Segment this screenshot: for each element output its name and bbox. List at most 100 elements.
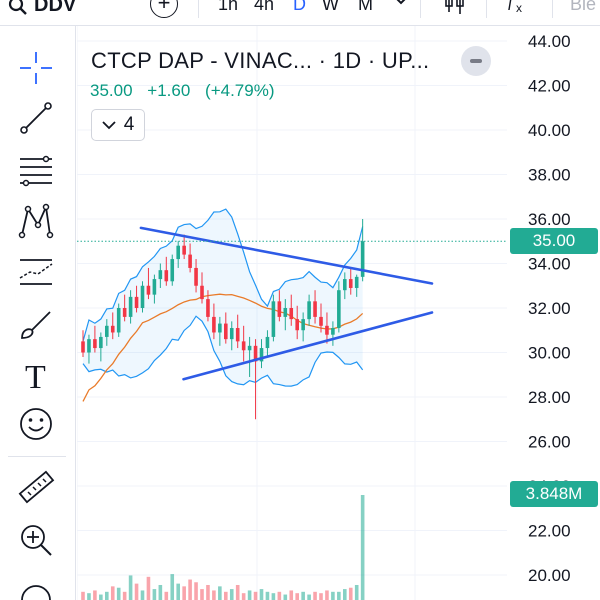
volume-bar (218, 586, 222, 600)
volume-bar (253, 591, 258, 600)
volume-bar (81, 591, 85, 600)
candle-body (224, 323, 228, 340)
last-price: 35.00 (90, 81, 133, 100)
volume-bar (116, 587, 121, 600)
candle-body (170, 259, 175, 282)
candle-body (301, 319, 305, 331)
volume-bar (331, 591, 335, 600)
interval-1h[interactable]: 1h (218, 0, 239, 14)
indicators-toggle[interactable]: 4 (91, 109, 145, 141)
candle-body (283, 308, 288, 317)
text-icon[interactable]: T (16, 354, 56, 394)
drawing-toolbar: T (0, 26, 76, 600)
price-change: 35.00 +1.60 (+4.79%) (90, 81, 284, 101)
volume-bar (87, 593, 91, 600)
interval-4h[interactable]: 4h (254, 0, 275, 14)
volume-bar (283, 594, 288, 600)
candle-body (134, 296, 139, 308)
bollinger-fill (83, 209, 363, 387)
interval-w[interactable]: W (322, 0, 339, 14)
volume-bar (241, 593, 246, 600)
volume-bar (354, 584, 359, 600)
candle-body (152, 279, 157, 295)
volume-bar (158, 584, 163, 600)
zoom-in-icon[interactable] (16, 520, 56, 560)
chart-pane[interactable]: 44.00 42.00 40.00 38.00 36.00 34.00 32.00 30.00… (77, 26, 600, 600)
indicators-count: 4 (123, 114, 135, 135)
candle-body (87, 339, 91, 353)
candle-body (105, 325, 109, 337)
collapse-legend-button[interactable] (461, 46, 491, 76)
crosshair-icon[interactable] (16, 48, 56, 88)
volume-bar (105, 591, 109, 600)
candle-body (206, 299, 210, 317)
add-symbol-button[interactable]: + (150, 0, 178, 18)
divider (420, 0, 421, 18)
price-tick-label: 26.00 (528, 433, 571, 452)
volume-bar (295, 593, 299, 600)
interval-m[interactable]: M (358, 0, 373, 14)
volume-bar (134, 583, 139, 600)
volume-bars (81, 495, 365, 600)
volume-bar (170, 574, 175, 600)
divider (552, 0, 553, 18)
candle-body (116, 308, 121, 333)
emoji-icon[interactable] (16, 404, 56, 444)
volume-bar (319, 593, 323, 600)
volume-bar (200, 589, 204, 600)
volume-bar (348, 587, 353, 600)
volume-bar (164, 591, 169, 600)
symbol-search[interactable]: DDV (8, 0, 76, 17)
candle-body (158, 270, 163, 280)
volume-bar (212, 590, 216, 600)
brush-icon[interactable] (16, 304, 56, 344)
candle-body (277, 301, 282, 317)
candle-body (110, 325, 115, 333)
moving-average (82, 293, 364, 402)
ruler-icon[interactable] (16, 468, 56, 508)
prediction-icon[interactable] (16, 252, 56, 292)
candle-body (271, 301, 276, 337)
price-tick-label: 32.00 (528, 299, 571, 318)
magnet-icon[interactable] (16, 574, 56, 600)
volume-bar (343, 589, 347, 600)
last-price-tag: 35.00 (510, 228, 598, 255)
candles-icon[interactable] (442, 0, 468, 18)
price-tick-label: 38.00 (528, 166, 571, 185)
candle-body (235, 328, 240, 342)
pattern-icon[interactable] (16, 201, 56, 241)
price-tick-label: 20.00 (528, 566, 571, 585)
candle-body (313, 301, 317, 317)
volume-bar (325, 590, 329, 600)
volume-bar (146, 576, 151, 600)
svg-text:f: f (508, 0, 516, 10)
bollinger-upper (82, 208, 364, 342)
volume-bar (110, 586, 115, 600)
candle-body (188, 254, 192, 268)
volume-bar (259, 589, 264, 600)
candle-body (319, 316, 323, 326)
volume-bar (235, 584, 240, 600)
partial-label: Bie (570, 0, 597, 14)
volume-bar (152, 589, 157, 600)
support-trendline (182, 311, 434, 381)
candle-body (182, 245, 186, 255)
candle-body (325, 325, 329, 335)
volume-bar (247, 590, 252, 600)
chevron-down-icon (102, 121, 116, 130)
interval-d[interactable]: D (293, 0, 306, 14)
price-chart[interactable]: 44.00 42.00 40.00 38.00 36.00 34.00 32.00 30.00… (77, 26, 600, 600)
divider (198, 0, 199, 18)
volume-bar (289, 590, 294, 600)
trend-line-icon[interactable] (16, 98, 56, 138)
change-abs: +1.60 (147, 81, 191, 100)
volume-bar (188, 579, 192, 600)
chevron-down-icon[interactable] (392, 0, 410, 12)
fib-retracement-icon[interactable] (16, 151, 56, 191)
volume-bar (301, 591, 305, 600)
price-tick-label: 42.00 (528, 77, 571, 96)
candle-body (307, 301, 311, 320)
candle-body (229, 328, 234, 340)
